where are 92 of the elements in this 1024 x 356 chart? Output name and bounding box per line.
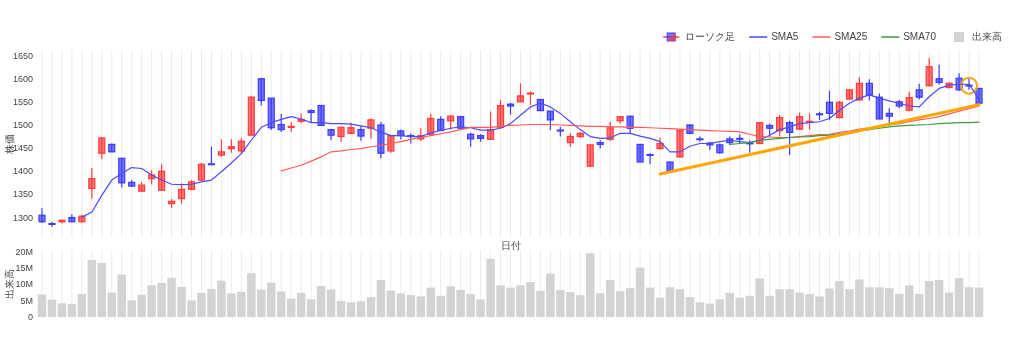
candlestick [58, 218, 66, 225]
bar [356, 301, 366, 317]
candlestick [496, 99, 505, 128]
legend-label: SMA70 [903, 31, 937, 42]
bar [625, 288, 635, 317]
bar [336, 300, 346, 317]
y-tick-label: 5M [20, 295, 33, 306]
candlestick [88, 167, 96, 200]
y-tick-label: 1650 [12, 50, 33, 61]
bar [635, 267, 645, 317]
bar [67, 303, 77, 317]
bar [705, 303, 715, 317]
bar [944, 292, 954, 317]
candlestick [177, 182, 186, 205]
x-axis-title: 日付 [500, 240, 521, 251]
candlestick [158, 163, 166, 192]
bar [725, 292, 735, 317]
legend-label: SMA25 [834, 31, 868, 42]
bar [346, 302, 356, 317]
candlestick [48, 221, 56, 228]
candlestick [646, 152, 654, 165]
bar [675, 289, 685, 317]
y-tick-label: 1350 [12, 189, 33, 200]
candlestick [935, 64, 943, 86]
bar [715, 299, 725, 317]
bar [974, 287, 984, 317]
legend-label: SMA5 [771, 31, 799, 42]
y-tick-label: 15M [15, 262, 33, 273]
legend-item: SMA25 [811, 31, 868, 42]
candlestick [277, 113, 285, 133]
bar [605, 280, 615, 317]
bar [97, 263, 107, 317]
candlestick [865, 78, 873, 102]
legend-item: SMA70 [880, 31, 936, 42]
bar [296, 292, 306, 317]
legend-label: 出来高 [972, 31, 1002, 42]
y-tick-label: 20M [15, 246, 33, 257]
y-tick-label: 10M [15, 279, 33, 290]
y-tick-label: 0 [27, 312, 33, 322]
bar [286, 298, 296, 317]
y-tick-label: 1400 [12, 166, 33, 177]
bar [306, 299, 316, 317]
bar [316, 285, 326, 317]
candlestick [257, 78, 265, 107]
candlestick [98, 136, 106, 160]
candlestick [516, 82, 525, 103]
bar [914, 293, 924, 317]
y-axis-title: 株価 [4, 133, 15, 155]
candlestick [776, 114, 784, 138]
bar [326, 289, 336, 317]
bar [964, 287, 974, 317]
y-tick-label: 1500 [12, 119, 33, 130]
legend-item: 出来高 [954, 31, 1002, 42]
bar [685, 297, 695, 317]
bar [655, 297, 665, 317]
legend-item: ローソク足 [662, 31, 736, 42]
y-tick-label: 1550 [12, 96, 33, 107]
legend-label: ローソク足 [685, 31, 736, 42]
bar [396, 293, 406, 317]
y-tick-label: 1600 [12, 73, 33, 84]
bar [37, 294, 47, 317]
bar [406, 295, 416, 317]
bar [416, 296, 426, 317]
bar [57, 303, 67, 317]
candlestick [546, 110, 554, 131]
bar [276, 291, 286, 317]
bar [924, 281, 934, 317]
candlestick [197, 162, 206, 182]
candlestick [925, 57, 933, 88]
bar [934, 280, 944, 317]
bar [376, 280, 386, 317]
candlestick [586, 144, 594, 168]
bar [87, 260, 97, 317]
candlestick [696, 135, 704, 143]
bar [615, 291, 625, 317]
bar [695, 302, 705, 317]
legend-item: SMA5 [748, 31, 799, 42]
bar [366, 297, 376, 317]
bar [77, 294, 87, 317]
y-axis-title: 出来高 [4, 268, 15, 299]
bar [954, 278, 964, 317]
candlestick [307, 108, 315, 123]
line-series [280, 105, 980, 172]
y-tick-label: 1300 [12, 212, 33, 223]
bar [386, 290, 396, 317]
bar [665, 287, 675, 317]
bar [47, 299, 57, 317]
candlestick [825, 90, 834, 121]
candlestick [875, 92, 883, 120]
bar [595, 293, 605, 317]
bar [645, 287, 655, 317]
bar [735, 297, 745, 317]
